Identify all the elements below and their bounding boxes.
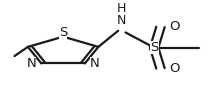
- Text: O: O: [169, 62, 179, 75]
- Text: S: S: [150, 41, 158, 54]
- Text: O: O: [169, 20, 179, 33]
- Text: N: N: [26, 57, 36, 70]
- Text: H
N: H N: [117, 2, 126, 27]
- Text: N: N: [90, 57, 100, 70]
- Text: S: S: [59, 26, 67, 39]
